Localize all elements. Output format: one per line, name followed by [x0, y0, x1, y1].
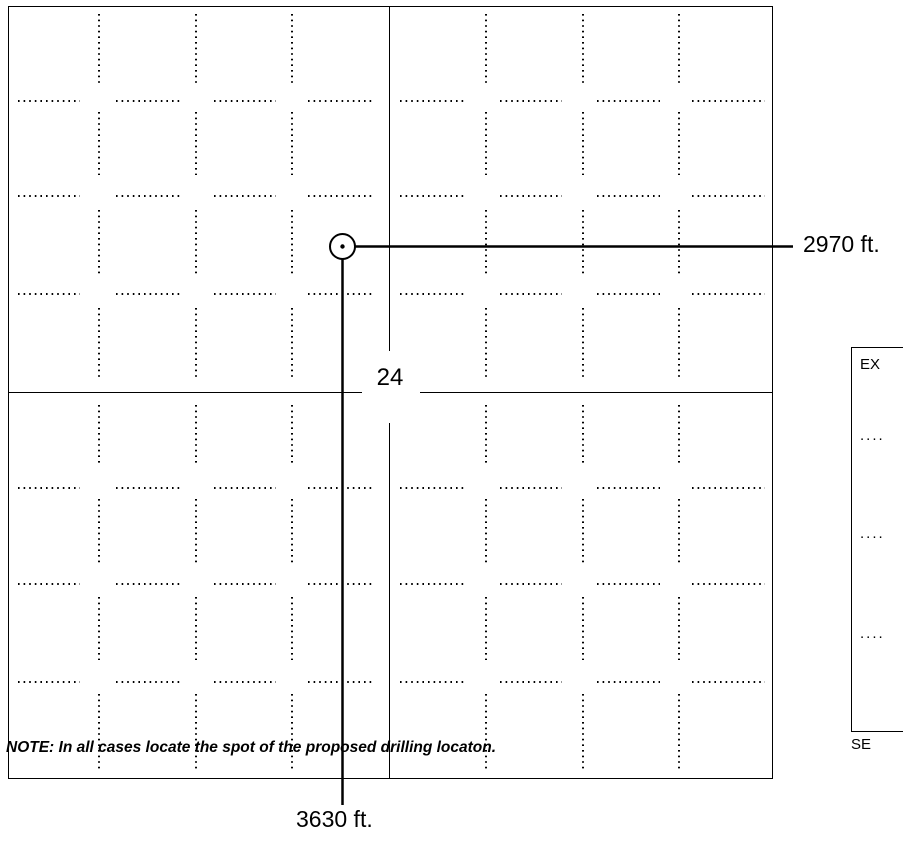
section-number: 24	[362, 364, 418, 392]
forty-acre-dotted-grid	[18, 14, 765, 770]
example-dotted-row: ....	[860, 625, 885, 642]
example-dotted-row: ....	[860, 427, 885, 444]
example-label: EX	[860, 356, 881, 373]
drilling-location-note: NOTE: In all cases locate the spot of th…	[6, 739, 497, 756]
south-distance-label: 3630 ft.	[296, 806, 373, 832]
drilling-location-icon	[329, 233, 356, 260]
example-bottom-label: SE	[851, 736, 872, 753]
example-dotted-row: ....	[860, 525, 885, 542]
example-plat-box	[851, 347, 903, 732]
east-distance-label: 2970 ft.	[803, 231, 880, 257]
